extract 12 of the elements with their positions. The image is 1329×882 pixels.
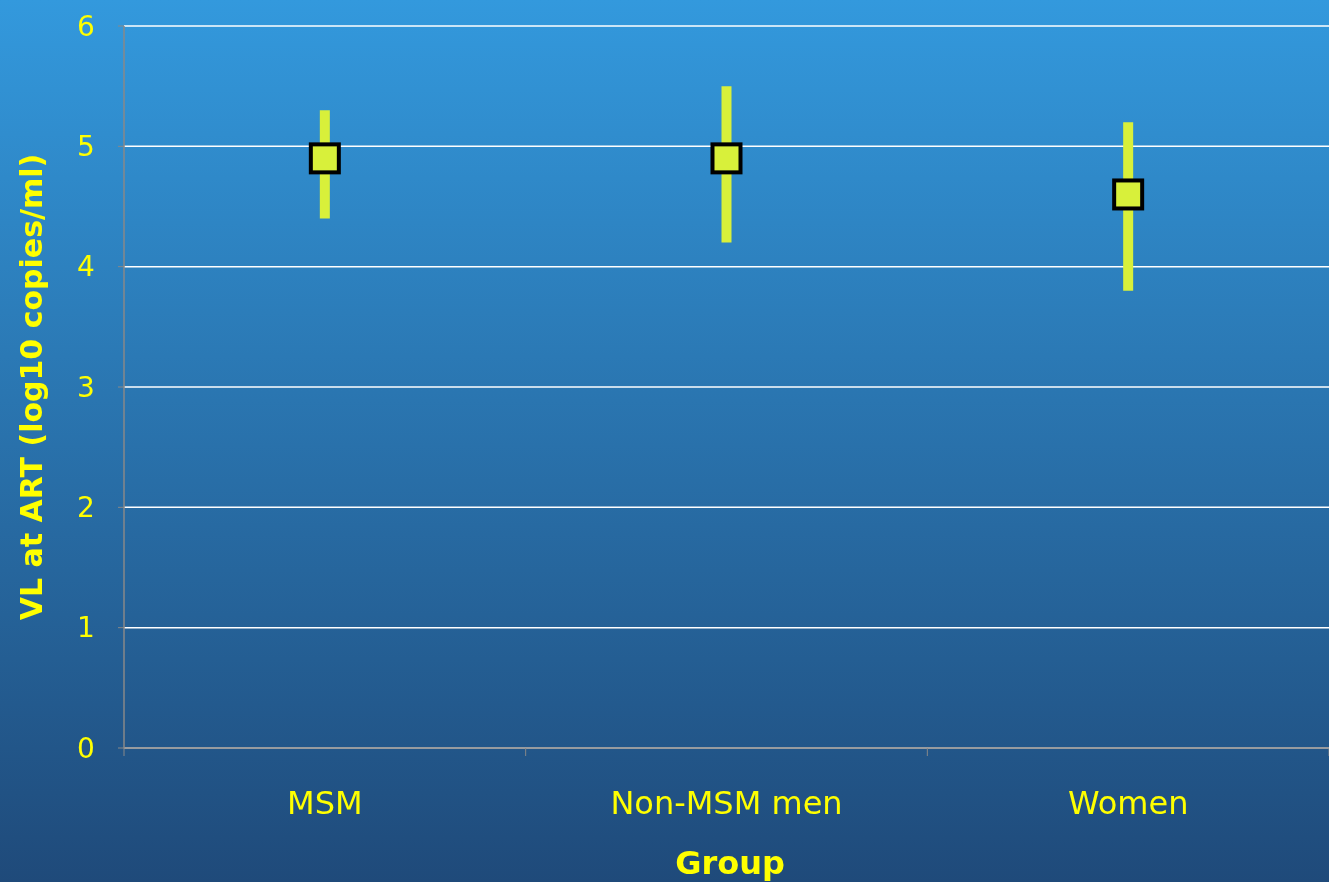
y-axis-title: VL at ART (log10 copies/ml): [14, 153, 49, 621]
y-tick-label: 4: [77, 250, 95, 284]
y-tick-label: 0: [77, 731, 95, 765]
x-axis-title: Group: [675, 844, 785, 882]
y-tick-label: 3: [77, 370, 95, 404]
y-tick-label: 1: [77, 611, 95, 645]
x-tick-label: Women: [1067, 784, 1189, 822]
y-tick-label: 5: [77, 130, 95, 164]
y-tick-label: 2: [77, 491, 95, 525]
y-tick-label: 6: [77, 9, 95, 43]
x-tick-label: Non-MSM men: [610, 784, 843, 822]
x-tick-label: MSM: [287, 784, 363, 822]
